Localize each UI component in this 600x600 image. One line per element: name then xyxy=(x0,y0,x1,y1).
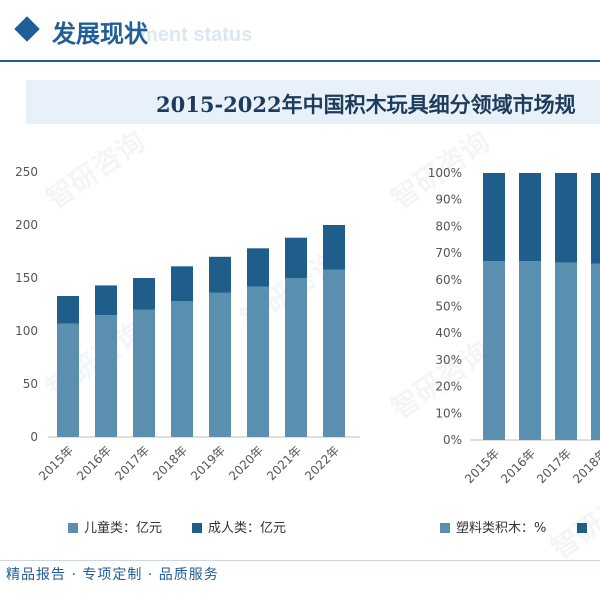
header-title: 发展现状 xyxy=(52,20,148,48)
right-chart-y-tick-label: 90% xyxy=(435,193,462,207)
footer-rule xyxy=(0,560,600,561)
left-chart-legend-label: 儿童类：亿元 xyxy=(84,520,162,536)
left-chart-y-tick-label: 50 xyxy=(23,377,38,391)
left-chart-bar-lower xyxy=(323,269,345,437)
right-chart-y-tick-label: 80% xyxy=(435,219,462,233)
left-chart-bar-upper xyxy=(57,296,79,324)
left-chart-bar-upper xyxy=(247,248,269,287)
left-chart-y-tick-label: 250 xyxy=(15,165,38,179)
right-chart-y-tick-label: 30% xyxy=(435,353,462,367)
left-chart-bar-upper xyxy=(95,285,117,316)
left-chart-bar-upper xyxy=(285,237,307,278)
right-chart-bar-upper xyxy=(519,173,541,262)
right-chart-bar-lower xyxy=(519,261,541,440)
right-chart-x-tick-label: 2017年 xyxy=(534,446,574,486)
left-chart-legend-swatch xyxy=(192,523,202,533)
right-chart-y-tick-label: 60% xyxy=(435,273,462,287)
right-chart-legend-label: 塑料类积木：% xyxy=(456,521,546,536)
right-chart-y-tick-label: 70% xyxy=(435,246,462,260)
left-chart-bar-upper xyxy=(171,266,193,302)
left-chart-y-tick-label: 150 xyxy=(15,271,38,285)
right-chart-legend-swatch xyxy=(577,523,587,533)
left-chart-x-tick-label: 2021年 xyxy=(264,443,304,483)
left-chart-bar-upper xyxy=(323,225,345,270)
right-chart-x-tick-label: 2015年 xyxy=(462,446,502,486)
right-chart-bar-lower xyxy=(483,261,505,440)
left-chart-bar-upper xyxy=(133,278,155,310)
left-chart-y-tick-label: 200 xyxy=(15,218,38,232)
left-chart-x-tick-label: 2019年 xyxy=(188,443,228,483)
left-chart-bar-lower xyxy=(285,278,307,437)
header-subtitle-en: ment status xyxy=(140,24,253,46)
chart-title: 2015-2022年中国积木玩具细分领域市场规 xyxy=(156,92,576,117)
right-chart-bar-upper xyxy=(483,173,505,262)
right-chart-bar-lower xyxy=(555,262,577,440)
footer-slogan: 精品报告 · 专项定制 · 品质服务 xyxy=(6,567,219,583)
left-chart-x-tick-label: 2018年 xyxy=(150,443,190,483)
left-chart-y-tick-label: 0 xyxy=(30,430,38,444)
chart-title-band: 2015-2022年中国积木玩具细分领域市场规 xyxy=(26,80,600,124)
right-chart-y-tick-label: 100% xyxy=(428,166,462,180)
watermark-text: 智研咨询 xyxy=(545,474,600,560)
left-chart-legend-swatch xyxy=(68,523,78,533)
right-chart-y-tick-label: 0% xyxy=(443,433,462,447)
left-chart-x-tick-label: 2022年 xyxy=(302,443,342,483)
left-chart-legend-label: 成人类：亿元 xyxy=(208,521,286,536)
header-rule xyxy=(0,60,600,62)
right-chart-y-tick-label: 40% xyxy=(435,326,462,340)
left-chart-y-tick-label: 100 xyxy=(15,324,38,338)
chart-canvas: 智研咨询智研咨询智研咨询智研咨询智研咨询智研咨询0501001502002502… xyxy=(15,124,600,560)
left-chart-bar-lower xyxy=(247,286,269,437)
left-chart-bar-lower xyxy=(133,309,155,437)
left-chart-x-tick-label: 2017年 xyxy=(112,443,152,483)
left-chart-bar-lower xyxy=(57,323,79,437)
right-chart-bar-upper xyxy=(555,173,577,263)
left-chart-bar-lower xyxy=(209,292,231,437)
right-chart-x-tick-label: 2016年 xyxy=(498,446,538,486)
right-chart-legend-swatch xyxy=(440,523,450,533)
right-chart-y-tick-label: 50% xyxy=(435,300,462,314)
left-chart-bar-upper xyxy=(209,256,231,293)
left-chart-x-tick-label: 2016年 xyxy=(74,443,114,483)
right-chart-bar-lower xyxy=(591,263,600,440)
right-chart-bar-upper xyxy=(591,173,600,264)
section-header: ment status 发展现状 xyxy=(0,0,600,62)
right-chart-x-tick-label: 2018年 xyxy=(570,446,600,486)
left-chart-bar-lower xyxy=(171,301,193,437)
watermark-text: 智研咨询 xyxy=(40,124,151,215)
left-chart-x-tick-label: 2015年 xyxy=(36,443,76,483)
left-chart-bar-lower xyxy=(95,315,117,437)
left-chart-x-tick-label: 2020年 xyxy=(226,443,266,483)
right-chart-y-tick-label: 10% xyxy=(435,406,462,420)
right-chart-y-tick-label: 20% xyxy=(435,380,462,394)
